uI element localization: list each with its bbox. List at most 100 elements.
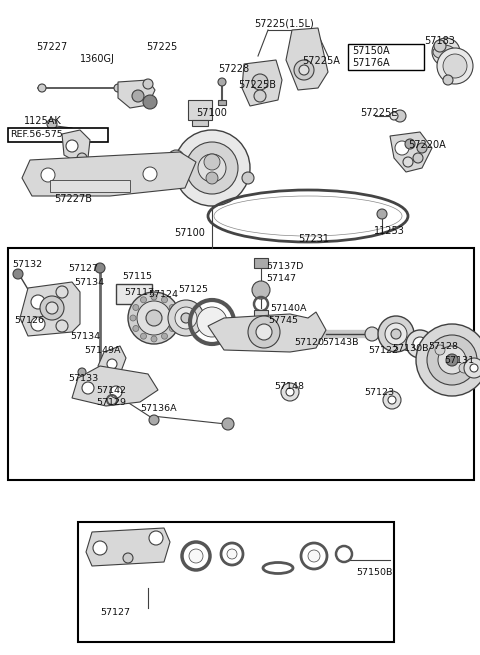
Circle shape	[252, 74, 268, 90]
Circle shape	[394, 110, 406, 122]
Circle shape	[141, 297, 146, 303]
Text: 57225: 57225	[146, 42, 177, 52]
Text: 57100: 57100	[174, 228, 205, 238]
Circle shape	[443, 54, 467, 78]
Circle shape	[82, 382, 94, 394]
Circle shape	[434, 40, 446, 52]
Circle shape	[464, 358, 480, 378]
Circle shape	[174, 130, 250, 206]
Ellipse shape	[433, 45, 455, 59]
Circle shape	[252, 281, 270, 299]
Circle shape	[198, 154, 226, 182]
Circle shape	[365, 327, 379, 341]
Text: 57134: 57134	[74, 278, 104, 287]
Text: 57147: 57147	[266, 274, 296, 283]
Circle shape	[254, 90, 266, 102]
Text: 57129: 57129	[96, 398, 126, 407]
Circle shape	[181, 313, 191, 323]
Text: 57745: 57745	[268, 316, 298, 325]
Circle shape	[146, 310, 162, 326]
Circle shape	[256, 319, 266, 329]
Circle shape	[161, 297, 168, 303]
Polygon shape	[390, 132, 432, 172]
Text: 57124: 57124	[148, 290, 178, 299]
Text: 57127: 57127	[68, 264, 98, 273]
Circle shape	[435, 345, 445, 355]
Circle shape	[383, 391, 401, 409]
Circle shape	[168, 150, 184, 166]
Circle shape	[377, 209, 387, 219]
Circle shape	[395, 141, 409, 155]
Text: 57130B: 57130B	[392, 344, 429, 353]
Text: 57149A: 57149A	[84, 346, 120, 355]
Ellipse shape	[433, 333, 447, 355]
Circle shape	[161, 333, 168, 339]
Polygon shape	[98, 346, 126, 378]
Bar	[188, 100, 212, 120]
Circle shape	[448, 54, 456, 62]
Polygon shape	[208, 312, 326, 352]
Circle shape	[46, 302, 58, 314]
Circle shape	[218, 78, 226, 86]
Text: 57148: 57148	[274, 382, 304, 391]
Circle shape	[256, 324, 272, 340]
Circle shape	[133, 326, 139, 331]
Circle shape	[308, 550, 320, 562]
Circle shape	[56, 320, 68, 332]
Circle shape	[437, 48, 473, 84]
Circle shape	[132, 90, 144, 102]
Circle shape	[123, 553, 133, 563]
Ellipse shape	[436, 337, 444, 350]
Text: 57115: 57115	[122, 272, 152, 281]
Circle shape	[143, 95, 157, 109]
Circle shape	[242, 172, 254, 184]
Circle shape	[222, 418, 234, 430]
Text: 57220A: 57220A	[408, 140, 446, 150]
Text: 57142: 57142	[96, 386, 126, 395]
Text: 57123: 57123	[364, 388, 394, 397]
Text: 57227B: 57227B	[54, 194, 92, 204]
Text: 57128: 57128	[428, 342, 458, 351]
Circle shape	[405, 139, 415, 149]
Circle shape	[66, 140, 78, 152]
Text: 1360GJ: 1360GJ	[80, 54, 115, 64]
Text: 57227: 57227	[36, 42, 67, 52]
Text: 57100: 57100	[196, 108, 227, 118]
Circle shape	[294, 60, 314, 80]
Polygon shape	[118, 80, 155, 108]
Bar	[50, 180, 130, 192]
Circle shape	[114, 84, 122, 92]
Bar	[254, 310, 268, 328]
Text: 57117: 57117	[124, 288, 154, 297]
Circle shape	[385, 323, 407, 345]
Text: 57183: 57183	[424, 36, 455, 46]
Circle shape	[413, 153, 423, 163]
Text: 57131: 57131	[444, 356, 474, 365]
Bar	[116, 284, 152, 304]
Circle shape	[390, 112, 398, 120]
Circle shape	[206, 172, 218, 184]
Circle shape	[299, 65, 309, 75]
Bar	[218, 100, 226, 105]
Circle shape	[172, 315, 178, 321]
Text: 57126: 57126	[14, 316, 44, 325]
Circle shape	[427, 335, 477, 385]
Text: 57228: 57228	[218, 64, 249, 74]
Circle shape	[438, 346, 466, 374]
Circle shape	[78, 368, 86, 376]
Circle shape	[413, 337, 427, 351]
Text: 1125AK: 1125AK	[24, 116, 62, 126]
Circle shape	[189, 549, 203, 563]
Text: 57127: 57127	[100, 608, 130, 617]
Polygon shape	[86, 528, 170, 566]
Text: 57120: 57120	[294, 338, 324, 347]
Text: 57134: 57134	[70, 332, 100, 341]
Text: 57143B: 57143B	[322, 338, 359, 347]
Text: 57137D: 57137D	[266, 262, 303, 271]
Circle shape	[143, 79, 153, 89]
Circle shape	[391, 329, 401, 339]
Bar	[192, 120, 208, 126]
Circle shape	[416, 324, 480, 396]
Circle shape	[47, 119, 57, 129]
Circle shape	[31, 317, 45, 331]
